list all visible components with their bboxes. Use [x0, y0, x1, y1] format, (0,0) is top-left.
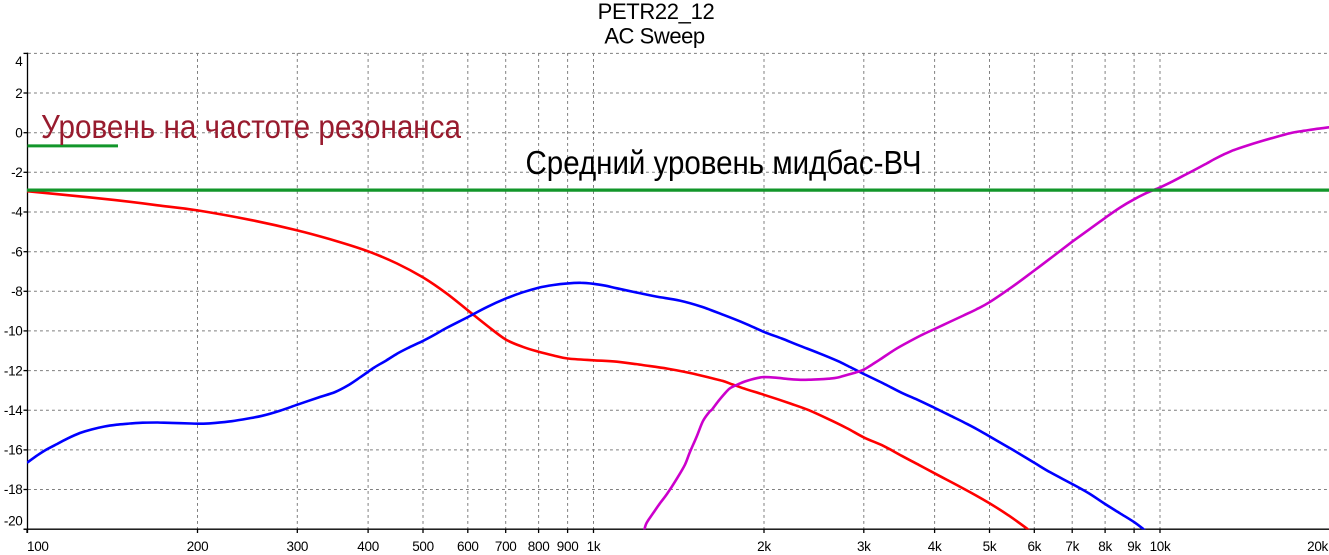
svg-text:400: 400 — [357, 539, 379, 554]
svg-text:AC Sweep: AC Sweep — [604, 24, 705, 49]
svg-text:-4: -4 — [11, 205, 23, 220]
svg-text:0: 0 — [15, 125, 22, 140]
svg-text:6k: 6k — [1027, 539, 1041, 554]
svg-text:200: 200 — [187, 539, 209, 554]
svg-text:3k: 3k — [857, 539, 871, 554]
svg-text:1k: 1k — [587, 539, 601, 554]
svg-text:4: 4 — [15, 54, 23, 69]
svg-text:Средний уровень мидбас-ВЧ: Средний уровень мидбас-ВЧ — [526, 144, 922, 181]
svg-text:9k: 9k — [1127, 539, 1141, 554]
svg-text:20k: 20k — [1307, 539, 1328, 554]
svg-text:2: 2 — [15, 86, 22, 101]
svg-text:600: 600 — [457, 539, 479, 554]
svg-text:-8: -8 — [11, 284, 22, 299]
svg-text:-6: -6 — [11, 244, 22, 259]
svg-text:2k: 2k — [757, 539, 771, 554]
svg-text:800: 800 — [528, 539, 550, 554]
svg-text:300: 300 — [286, 539, 308, 554]
svg-text:100: 100 — [27, 539, 49, 554]
svg-text:7k: 7k — [1065, 539, 1079, 554]
svg-text:8k: 8k — [1098, 539, 1112, 554]
svg-text:-20: -20 — [4, 514, 23, 529]
svg-text:500: 500 — [412, 539, 434, 554]
svg-text:PETR22_12: PETR22_12 — [598, 0, 715, 24]
svg-text:4k: 4k — [928, 539, 942, 554]
svg-text:900: 900 — [557, 539, 579, 554]
svg-text:5k: 5k — [983, 539, 997, 554]
svg-text:-18: -18 — [4, 482, 23, 497]
svg-text:-12: -12 — [4, 363, 23, 378]
svg-text:Уровень на частоте резонанса: Уровень на частоте резонанса — [41, 108, 462, 145]
svg-text:700: 700 — [495, 539, 517, 554]
svg-text:10k: 10k — [1150, 539, 1171, 554]
svg-text:-10: -10 — [4, 324, 23, 339]
svg-text:-2: -2 — [11, 165, 22, 180]
svg-text:-14: -14 — [4, 403, 23, 418]
svg-text:-16: -16 — [4, 443, 23, 458]
